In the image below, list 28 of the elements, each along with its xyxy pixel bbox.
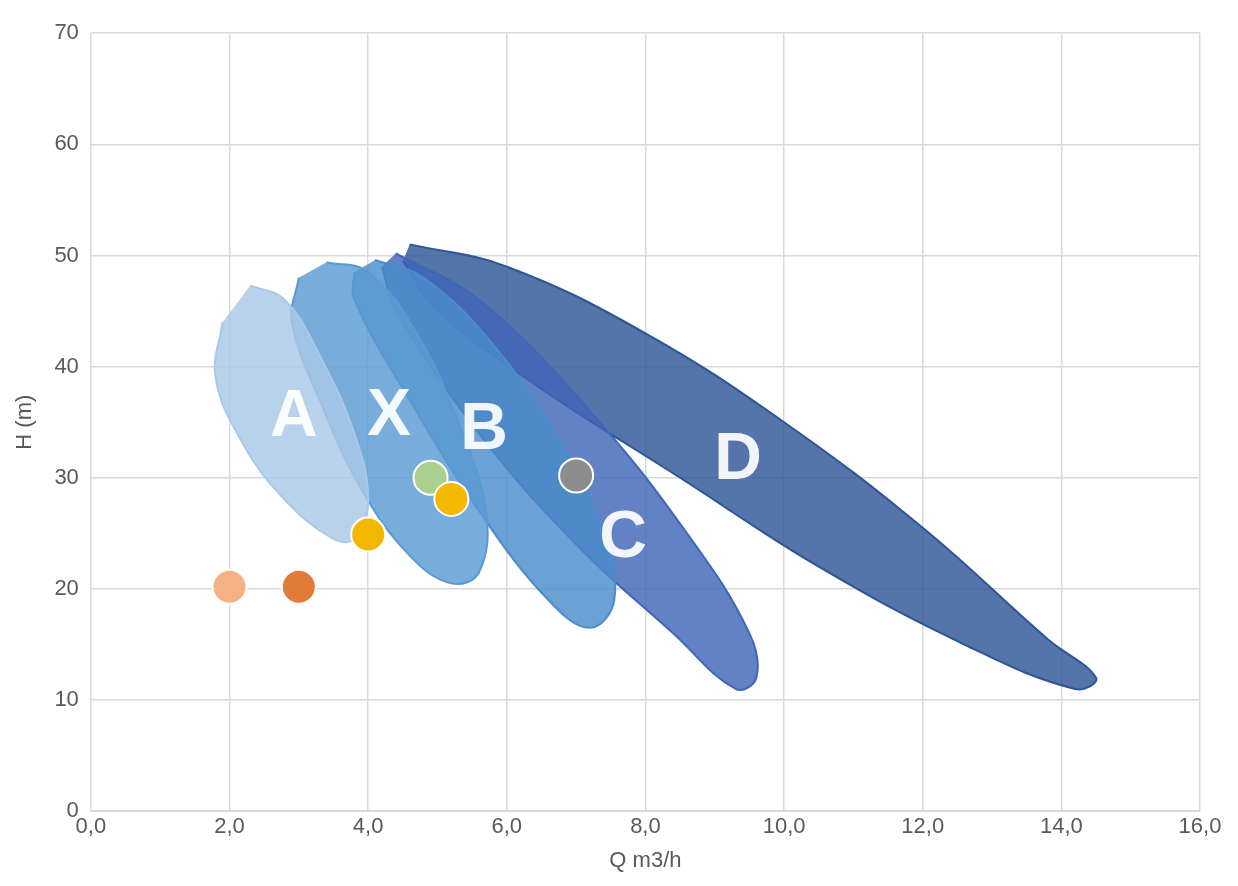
- y-tick-label: 60: [54, 130, 79, 156]
- x-tick-label: 4,0: [352, 813, 384, 839]
- x-tick-label: 8,0: [630, 813, 661, 839]
- y-axis-title: H (m): [11, 394, 37, 450]
- y-tick-label: 70: [54, 19, 79, 45]
- y-tick-label: 50: [54, 241, 79, 267]
- series-label: B: [460, 389, 508, 464]
- series-label: D: [714, 418, 762, 493]
- series-label: A: [269, 376, 318, 451]
- y-tick-label: 40: [54, 352, 79, 378]
- point: [350, 516, 387, 553]
- point: [211, 568, 248, 605]
- series-label: X: [366, 374, 411, 449]
- point: [280, 568, 317, 605]
- x-axis-title: Q m3/h: [609, 846, 682, 872]
- x-tick-label: 2,0: [214, 813, 245, 839]
- series-label: C: [599, 496, 647, 571]
- x-tick-label: 12,0: [901, 813, 945, 839]
- y-tick-label: 20: [54, 574, 79, 600]
- x-tick-label: 6,0: [491, 813, 523, 839]
- x-tick-label: 14,0: [1039, 813, 1083, 839]
- y-tick-label: 10: [54, 686, 79, 712]
- point: [433, 480, 470, 517]
- point: [412, 459, 449, 496]
- point: [558, 457, 595, 494]
- x-tick-label: 10,0: [762, 813, 806, 839]
- y-tick-label: 30: [54, 463, 79, 489]
- x-tick-label: 16,0: [1178, 813, 1222, 839]
